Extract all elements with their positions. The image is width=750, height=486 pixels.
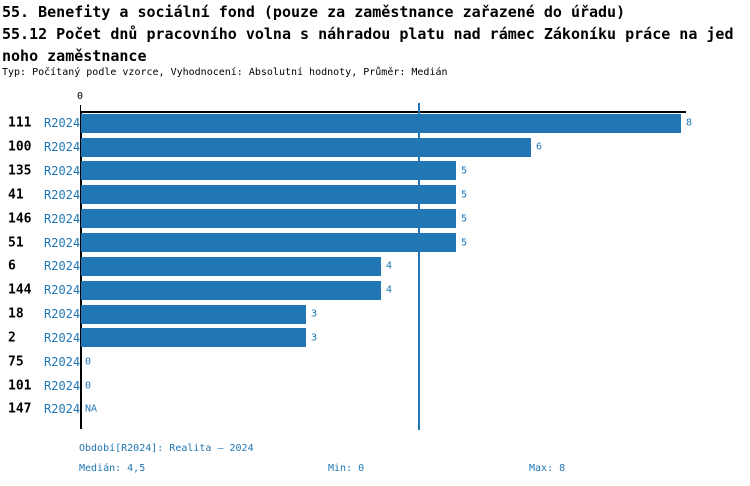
row-id-label: 75	[8, 354, 24, 370]
chart-title-line-2: 55.12 Počet dnů pracovního volna s náhra…	[2, 25, 734, 43]
bar	[81, 233, 456, 252]
row-period-label: R2024	[44, 378, 81, 393]
footer-min-label: Min: 0	[328, 463, 365, 474]
chart-title-line-1: 55. Benefity a sociální fond (pouze za z…	[2, 3, 626, 21]
bar-value-label: 5	[461, 165, 468, 177]
row-period-label: R2024	[44, 116, 81, 131]
row-id-label: 146	[8, 211, 32, 227]
bar-value-label: 3	[311, 332, 318, 344]
row-id-label: 147	[8, 401, 32, 417]
chart-title-line-3: noho zaměstnance	[2, 47, 147, 65]
row-period-label: R2024	[44, 354, 81, 369]
row-period-label: R2024	[44, 187, 81, 202]
row-id-label: 100	[8, 139, 32, 155]
bar-value-label: 4	[386, 260, 393, 272]
bar	[81, 161, 456, 181]
chart-subtitle: Typ: Počítaný podle vzorce, Vyhodnocení:…	[2, 67, 448, 78]
bar-value-label: 6	[536, 141, 543, 153]
row-id-label: 144	[8, 282, 32, 298]
row-id-label: 41	[8, 187, 24, 203]
bar-value-label: 4	[386, 284, 393, 296]
median-line	[417, 103, 420, 430]
row-period-label: R2024	[44, 307, 81, 322]
bar	[81, 113, 681, 133]
bar-value-label: 8	[686, 117, 693, 129]
bar-value-label: 0	[85, 356, 92, 368]
bar-value-label: 5	[461, 189, 468, 201]
bar-value-label: 5	[461, 213, 468, 225]
bar	[81, 328, 306, 348]
footer-median-label: Medián: 4,5	[79, 463, 146, 474]
row-period-label: R2024	[44, 283, 81, 298]
bar	[81, 209, 456, 229]
row-period-label: R2024	[44, 402, 81, 417]
bar-value-label: NA	[85, 403, 98, 415]
footer-period-label: Období[R2024]: Realita – 2024	[79, 443, 254, 454]
bar-value-label: 5	[461, 237, 468, 248]
bar	[81, 185, 456, 205]
row-period-label: R2024	[44, 235, 81, 250]
x-axis-tick-label-0: 0	[76, 91, 84, 102]
row-period-label: R2024	[44, 163, 81, 178]
row-id-label: 6	[8, 258, 16, 274]
footer-max-label: Max: 8	[529, 463, 566, 474]
bar	[81, 304, 306, 324]
row-id-label: 111	[8, 115, 32, 131]
x-axis-line	[79, 111, 686, 113]
row-id-label: 51	[8, 235, 24, 250]
row-period-label: R2024	[44, 330, 81, 345]
row-period-label: R2024	[44, 140, 81, 155]
row-period-label: R2024	[44, 259, 81, 274]
bar-value-label: 0	[85, 380, 92, 392]
bar	[81, 280, 381, 300]
x-axis-tick-mark	[79, 105, 81, 111]
row-period-label: R2024	[44, 211, 81, 226]
row-id-label: 18	[8, 306, 24, 322]
row-id-label: 101	[8, 378, 32, 394]
bar-value-label: 3	[311, 308, 318, 320]
y-axis-line	[79, 111, 82, 429]
bar	[81, 137, 531, 157]
row-id-label: 135	[8, 163, 32, 179]
bar	[81, 256, 381, 276]
row-id-label: 2	[8, 330, 16, 346]
